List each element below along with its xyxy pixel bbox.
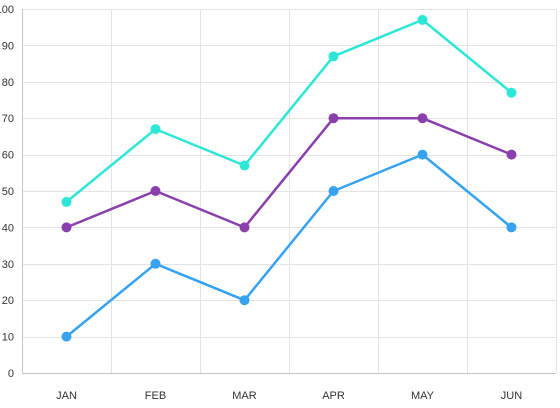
y-tick-label: 60 [2, 150, 14, 162]
data-point[interactable] [328, 186, 339, 196]
series-3 [61, 149, 517, 342]
data-point[interactable] [328, 113, 339, 124]
chart-grid [22, 9, 557, 374]
y-tick-label: 50 [2, 186, 14, 198]
data-point[interactable] [150, 258, 161, 269]
y-axis: 0 10 20 30 40 50 60 70 80 90 100 [0, 4, 14, 380]
data-point[interactable] [239, 295, 250, 306]
data-point[interactable] [150, 124, 161, 135]
series-line [65, 18, 513, 204]
y-tick-label: 0 [8, 368, 14, 380]
x-axis: JAN FEB MAR APR MAY JUN [56, 390, 522, 402]
x-tick-label: APR [322, 390, 345, 402]
data-point[interactable] [61, 222, 72, 233]
data-point[interactable] [150, 186, 161, 196]
data-point[interactable] [506, 87, 517, 98]
series-2 [61, 113, 517, 233]
y-tick-label: 40 [2, 222, 14, 234]
series-1 [61, 14, 517, 207]
y-tick-label: 90 [2, 40, 14, 52]
data-point[interactable] [417, 14, 428, 25]
y-tick-label: 10 [2, 332, 14, 344]
data-point[interactable] [61, 196, 72, 207]
data-point[interactable] [61, 331, 72, 342]
y-tick-label: 30 [2, 259, 14, 271]
x-tick-label: MAY [411, 390, 435, 402]
data-point[interactable] [417, 149, 428, 160]
x-tick-label: FEB [145, 390, 166, 402]
y-tick-label: 80 [2, 77, 14, 89]
data-point[interactable] [506, 222, 517, 233]
data-point[interactable] [328, 51, 339, 62]
data-point[interactable] [506, 149, 517, 160]
y-tick-label: 70 [2, 113, 14, 125]
series-line [65, 116, 513, 229]
chart-series [61, 14, 517, 342]
data-point[interactable] [239, 222, 250, 233]
data-point[interactable] [239, 160, 250, 171]
y-tick-label: 20 [2, 295, 14, 307]
series-line [65, 153, 513, 338]
x-tick-label: JUN [501, 390, 522, 402]
x-tick-label: MAR [232, 390, 257, 402]
data-point[interactable] [417, 113, 428, 124]
y-tick-label: 100 [0, 4, 14, 16]
x-tick-label: JAN [56, 390, 77, 402]
